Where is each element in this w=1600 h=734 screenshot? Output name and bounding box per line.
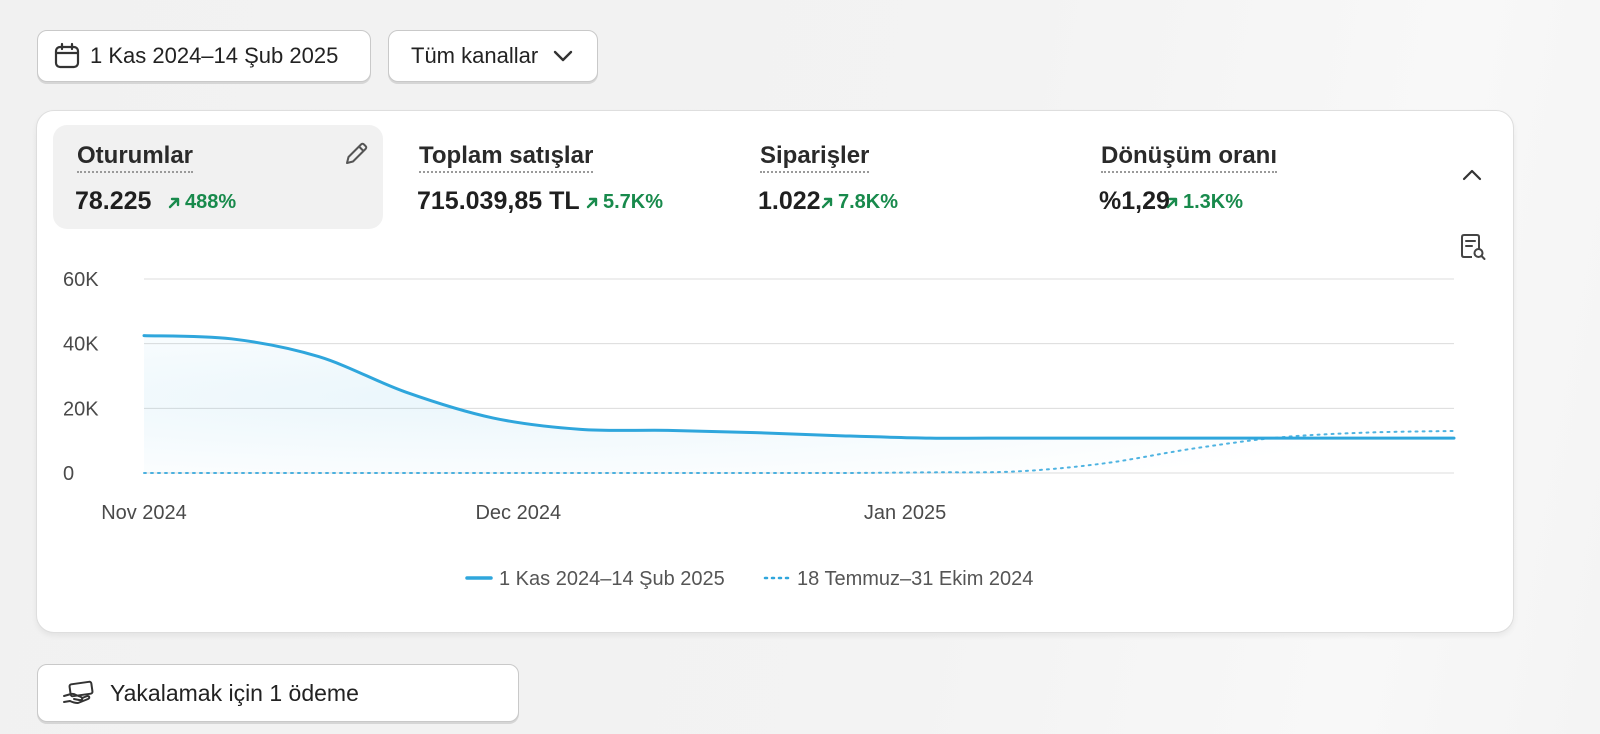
report-search-icon[interactable]	[1459, 233, 1487, 261]
calendar-icon	[54, 42, 80, 69]
date-range-button[interactable]: 1 Kas 2024–14 Şub 2025	[37, 30, 371, 82]
metric-value: %1,29	[1099, 187, 1170, 215]
arrow-up-right-icon	[586, 197, 598, 208]
metric-change-value: 7.8K%	[838, 191, 899, 213]
arrow-up-right-icon	[1166, 197, 1178, 208]
comparison-period-line	[143, 429, 1455, 475]
legend-label-comparison: 18 Temmuz–31 Ekim 2024	[797, 568, 1033, 590]
sessions-line-chart: 60K 40K 20K 0 Nov 2024 Dec 2024 Jan 2025 1 Ka…	[63, 269, 1456, 590]
y-tick-label: 0	[63, 463, 74, 485]
metric-tab-conversion-rate[interactable]: Dönüşüm oranı %1,29 1.3K%	[1077, 125, 1407, 229]
arrow-up-right-icon	[821, 197, 833, 208]
chevron-up-icon[interactable]	[1460, 167, 1484, 183]
metric-value: 715.039,85 TL	[417, 187, 580, 215]
metric-change: 5.7K%	[585, 191, 663, 214]
metric-title: Dönüşüm oranı	[1101, 143, 1278, 173]
y-tick-label: 60K	[63, 269, 99, 291]
capture-payment-button[interactable]: Yakalamak için 1 ödeme	[37, 664, 519, 722]
metric-value: 1.022	[758, 187, 821, 215]
channel-dropdown[interactable]: Tüm kanallar	[388, 30, 598, 82]
current-period-line	[142, 334, 1456, 440]
metric-tab-orders[interactable]: Siparişler 1.022 7.8K%	[736, 125, 1066, 229]
date-range-label: 1 Kas 2024–14 Şub 2025	[90, 43, 339, 68]
pencil-icon[interactable]	[343, 141, 369, 167]
hand-card-icon	[63, 680, 94, 704]
metric-change-value: 1.3K%	[1183, 191, 1244, 213]
chevron-down-icon	[553, 50, 573, 62]
metric-change: 488%	[167, 191, 236, 214]
metric-value: 78.225	[75, 187, 152, 215]
legend-label-current: 1 Kas 2024–14 Şub 2025	[499, 568, 725, 590]
metric-title: Siparişler	[760, 143, 870, 173]
metric-tab-total-sales[interactable]: Toplam satışlar 715.039,85 TL 5.7K%	[395, 125, 725, 229]
metric-change: 7.8K%	[820, 191, 898, 214]
arrow-up-right-icon	[168, 197, 180, 208]
primary-series-area	[144, 335, 1454, 473]
metric-change-value: 5.7K%	[603, 191, 664, 213]
metric-title: Toplam satışlar	[419, 143, 594, 173]
metric-title: Oturumlar	[77, 143, 194, 173]
metric-change: 1.3K%	[1165, 191, 1243, 214]
capture-payment-label: Yakalamak için 1 ödeme	[110, 679, 359, 706]
x-tick-label: Dec 2024	[475, 502, 561, 524]
metric-tab-sessions[interactable]: Oturumlar 78.225 488%	[53, 125, 383, 229]
channel-label: Tüm kanallar	[411, 43, 539, 68]
y-tick-label: 40K	[63, 334, 99, 356]
y-tick-label: 20K	[63, 398, 99, 420]
x-tick-label: Nov 2024	[101, 502, 187, 524]
x-tick-label: Jan 2025	[864, 502, 946, 524]
sessions-chart-card: Oturumlar 78.225 488% Toplam satışlar 71…	[36, 110, 1514, 633]
metric-change-value: 488%	[185, 191, 237, 213]
